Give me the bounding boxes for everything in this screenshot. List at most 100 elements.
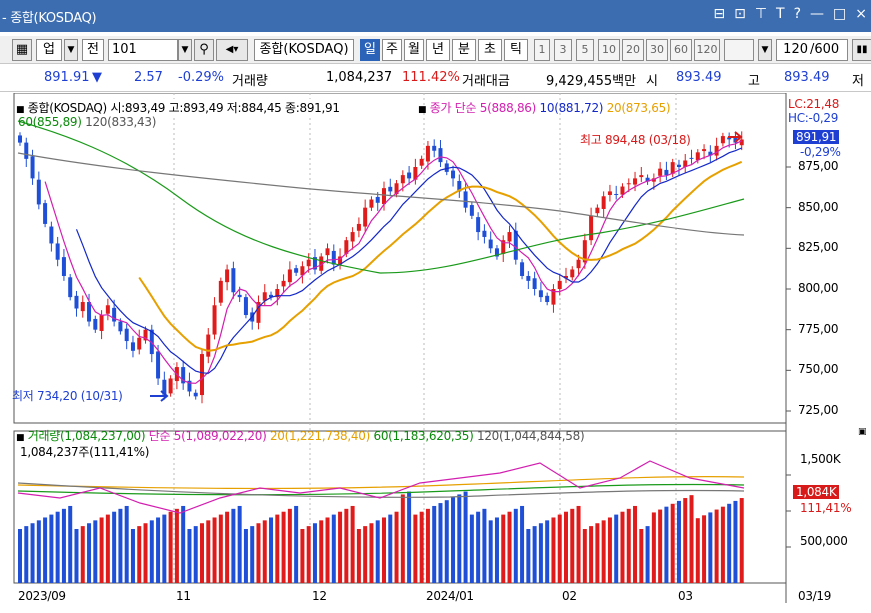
price-volume-chart[interactable] [0,93,871,613]
count-input[interactable]: 120 [776,39,810,61]
volume-bar [670,503,675,583]
panel-menu-icon[interactable]: ▣ [858,427,867,437]
settings-icon[interactable]: ▮▮ [852,39,871,61]
candle-body [243,297,248,316]
interval-5[interactable]: 5 [576,39,594,61]
volume-bar [419,511,424,583]
volume-bar [156,517,161,583]
candle-body [363,207,368,227]
volume-bar [369,523,374,583]
mode-select[interactable]: 업 [36,39,62,61]
candle-body [369,199,374,208]
x-label-feb: 02 [562,589,577,603]
candle-body [589,215,594,241]
candle-body [394,183,399,195]
volume-bar [658,509,663,583]
volume-bar [74,529,79,583]
chart-area[interactable]: ■ 종합(KOSDAQ) 시:893,49 고:893,49 저:884,45 … [0,93,871,613]
candle-body [61,257,66,276]
count-total: /600 [810,39,848,61]
volume-bar [312,523,317,583]
candle-body [275,289,280,298]
code-input[interactable]: 101 [108,39,178,61]
period-week[interactable]: 주 [382,39,402,61]
period-month[interactable]: 월 [404,39,424,61]
volume-bar [137,526,142,583]
volume-bar [237,505,242,583]
period-second[interactable]: 초 [478,39,502,61]
candle-body [463,191,468,208]
period-tick[interactable]: 틱 [504,39,528,61]
period-day[interactable]: 일 [360,39,380,61]
chart-icon[interactable]: ▦ [12,39,32,61]
volume-current-tag: 1,084K [793,485,840,499]
volume-bar [494,517,499,583]
candle-body [727,137,732,140]
interval-10[interactable]: 10 [598,39,620,61]
restore-icon[interactable]: ⊡ [734,6,746,22]
candle-body [676,164,681,167]
vol-ma20-line [17,476,745,490]
candle-body [256,302,261,323]
count-dropdown-icon[interactable]: ▼ [758,39,772,61]
maximize-icon[interactable]: □ [833,6,847,22]
x-label-end: 03/19 [798,589,832,603]
candle-body [551,289,556,305]
candle-body [325,248,330,256]
close-icon[interactable]: × [855,6,867,22]
volume-bar [538,523,543,583]
volume-bar [683,498,688,583]
volume-bar [143,523,148,583]
volume-bar [225,511,230,583]
volume-bar [24,526,29,583]
font-icon[interactable]: T [776,6,785,22]
volume-bar [601,520,606,583]
search-icon[interactable]: ⚲ [194,39,214,61]
volume-bar [551,517,556,583]
layout-icon[interactable]: ⊟ [713,6,726,22]
volume-bar [444,500,449,583]
volume-title: 거래량(1,084,237,00) [27,429,146,443]
volume-bar [99,517,104,583]
period-minute[interactable]: 분 [452,39,476,61]
candle-body [557,280,562,289]
toolbar: ▦ 업 ▼ 전 101 ▼ ⚲ ◀▾ 종합(KOSDAQ) 일 주 월 년 분 … [0,36,871,64]
mode-dropdown-icon[interactable]: ▼ [64,39,78,61]
candle-body [118,321,123,332]
candle-body [262,292,267,301]
volume-bar [689,495,694,583]
interval-3[interactable]: 3 [554,39,572,61]
interval-120[interactable]: 120 [694,39,720,61]
help-icon[interactable]: ? [793,6,802,22]
interval-60[interactable]: 60 [670,39,692,61]
volume-bar [187,529,192,583]
volume-bar [174,508,179,583]
ma-legend-2: 60(855,89) 120(833,43) [18,115,156,129]
candle-body [494,248,499,257]
minimize-icon[interactable]: — [810,6,825,22]
volume-bar [564,511,568,583]
pin-icon[interactable]: ⊤ [754,6,768,22]
volume-bar [80,526,85,583]
volume-bar [651,512,656,583]
volume-bar [488,520,493,583]
volume-bar [231,508,236,583]
candle-body [545,295,550,303]
interval-30[interactable]: 30 [646,39,668,61]
candle-body [513,230,518,260]
interval-custom[interactable] [724,39,754,61]
ma10-legend: 10(881,72) [539,101,604,115]
current-price-tag: 891,91 [793,130,840,144]
candle-body [520,262,525,276]
candle-body [312,257,317,270]
interval-20[interactable]: 20 [622,39,644,61]
sound-icon[interactable]: ◀▾ [216,39,248,61]
candle-body [645,177,650,182]
code-dropdown-icon[interactable]: ▼ [178,39,192,61]
volume-label: 거래량 [232,74,268,89]
candle-body [564,275,568,279]
volume-bar [400,494,405,583]
type-button[interactable]: 전 [82,39,104,61]
period-year[interactable]: 년 [426,39,450,61]
interval-1[interactable]: 1 [534,39,550,61]
